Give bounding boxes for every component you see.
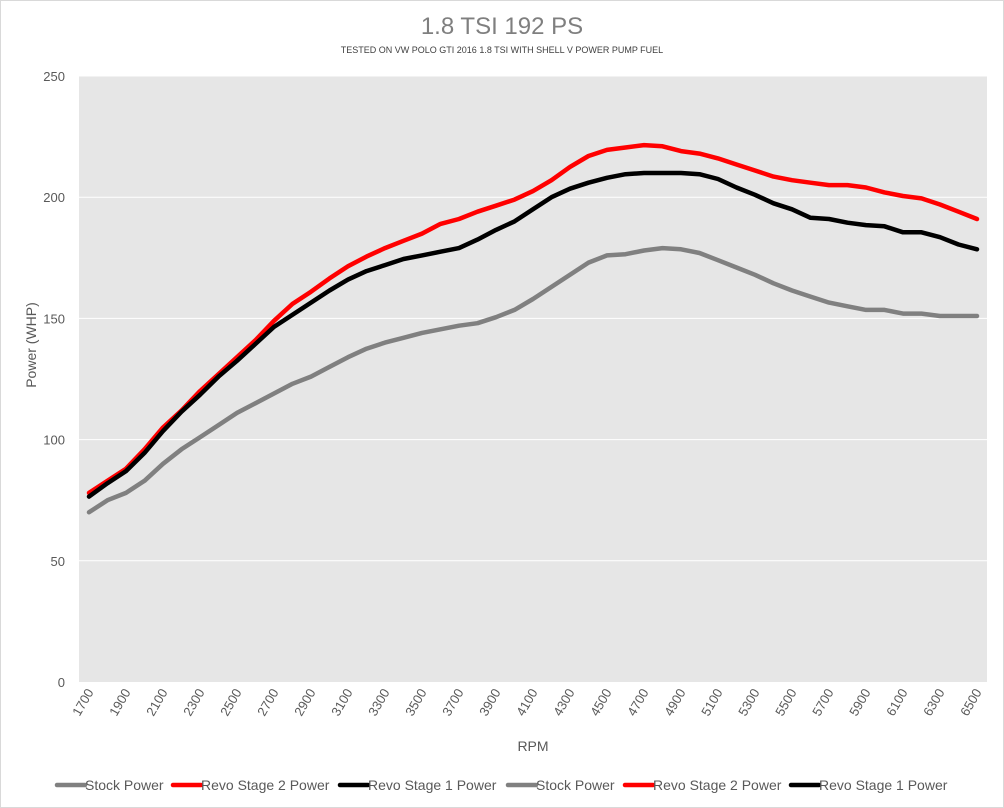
- x-tick-label: 3700: [439, 686, 466, 719]
- x-axis-title: RPM: [517, 738, 548, 754]
- gridlines: [79, 75, 987, 562]
- x-tick-label: 2700: [254, 686, 281, 719]
- legend-label: Stock Power: [85, 777, 164, 793]
- series-line-stock-power: [86, 245, 980, 515]
- legend-label: Revo Stage 1 Power: [819, 777, 948, 793]
- x-tick-label: 1900: [106, 686, 133, 719]
- x-tick-label: 2100: [143, 686, 170, 719]
- x-tick-label: 5700: [809, 686, 836, 719]
- x-tick-label: 5900: [846, 686, 873, 719]
- legend-label: Revo Stage 2 Power: [653, 777, 782, 793]
- x-tick-label: 5100: [698, 686, 725, 719]
- series-lines: [86, 142, 980, 515]
- x-tick-label: 4100: [513, 686, 540, 719]
- x-tick-label: 2900: [291, 686, 318, 719]
- y-tick-label: 100: [43, 433, 65, 448]
- plot-area: [79, 76, 987, 682]
- x-tick-label: 4500: [587, 686, 614, 719]
- x-tick-label: 3500: [402, 686, 429, 719]
- y-axis-ticks: 0 50 100 150 200 250: [43, 69, 65, 690]
- legend: Stock Power Revo Stage 2 Power Revo Stage …: [54, 777, 948, 793]
- legend-label: Revo Stage 1 Power: [368, 777, 497, 793]
- series-line-revo-stage-1-power: [86, 170, 980, 499]
- y-tick-label: 150: [43, 311, 65, 326]
- x-tick-label: 3300: [365, 686, 392, 719]
- y-tick-label: 0: [58, 675, 65, 690]
- x-axis-ticks: 1700 1900 2100 2300 2500 2700 2900 3100 3300 3500…: [69, 686, 984, 719]
- series-line-revo-stage-2-power: [86, 142, 980, 496]
- x-tick-label: 2500: [217, 686, 244, 719]
- legend-label: Stock Power: [536, 777, 615, 793]
- y-tick-label: 50: [51, 554, 65, 569]
- chart-subtitle: TESTED ON VW POLO GTI 2016 1.8 TSI WITH …: [341, 45, 663, 55]
- chart-title: 1.8 TSI 192 PS: [421, 13, 583, 40]
- x-tick-label: 4700: [624, 686, 651, 719]
- y-tick-label: 200: [43, 190, 65, 205]
- x-tick-label: 4900: [661, 686, 688, 719]
- y-axis-title: Power (WHP): [23, 302, 39, 388]
- x-tick-label: 4300: [550, 686, 577, 719]
- x-tick-label: 3100: [328, 686, 355, 719]
- x-tick-label: 5500: [772, 686, 799, 719]
- x-tick-label: 6500: [957, 686, 984, 719]
- y-tick-label: 250: [43, 69, 65, 84]
- x-tick-label: 1700: [69, 686, 96, 719]
- x-tick-label: 6300: [920, 686, 947, 719]
- x-tick-label: 3900: [476, 686, 503, 719]
- x-tick-label: 6100: [883, 686, 910, 719]
- x-tick-label: 2300: [180, 686, 207, 719]
- x-tick-label: 5300: [735, 686, 762, 719]
- legend-label: Revo Stage 2 Power: [201, 777, 330, 793]
